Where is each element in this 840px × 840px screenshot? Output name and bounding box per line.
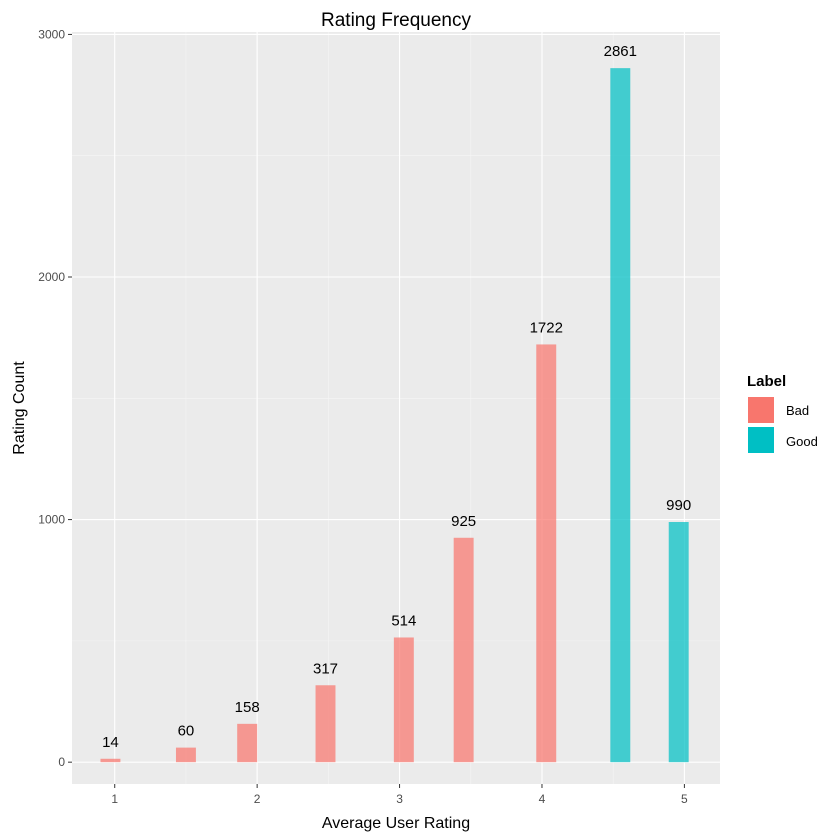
bars-layer <box>100 68 689 763</box>
bar-value-label: 925 <box>451 513 476 530</box>
bar-bad <box>237 723 258 763</box>
x-tick-label: 4 <box>539 792 546 806</box>
y-tick-label: 1000 <box>38 513 65 527</box>
x-axis-title: Average User Rating <box>322 815 470 832</box>
x-tick-label: 5 <box>681 792 688 806</box>
legend-label-bad: Bad <box>786 403 809 418</box>
bar-value-label: 2861 <box>604 43 637 60</box>
bar-bad <box>175 747 196 763</box>
chart-title: Rating Frequency <box>321 10 471 31</box>
bar-value-label: 317 <box>313 660 338 677</box>
y-tick-label: 0 <box>58 755 65 769</box>
legend-label-good: Good <box>786 434 818 449</box>
y-tick-label: 2000 <box>38 270 65 284</box>
bar-good <box>668 522 689 763</box>
y-axis-title: Rating Count <box>11 361 28 455</box>
legend-swatch-good <box>748 427 774 453</box>
legend-swatch-bad <box>748 397 774 423</box>
bar-value-label: 990 <box>666 497 691 514</box>
x-tick-label: 2 <box>254 792 261 806</box>
bar-bad <box>100 758 121 763</box>
bar-value-label: 60 <box>178 723 195 740</box>
bar-bad <box>453 537 474 763</box>
data-labels-layer: 14 60 158 317 514 925 1722 2861 990 <box>102 43 691 751</box>
bar-bad <box>393 637 414 763</box>
legend-title: Label <box>747 373 786 390</box>
axes-layer: 0 1000 2000 3000 1 2 3 4 5 <box>38 27 688 806</box>
bar-value-label: 14 <box>102 734 119 751</box>
bar-bad <box>315 685 336 763</box>
y-tick-label: 3000 <box>38 27 65 41</box>
legend: Label Bad Good <box>747 373 818 453</box>
bar-value-label: 1722 <box>530 319 563 336</box>
bar-good <box>610 68 631 763</box>
bar-value-label: 158 <box>235 699 260 716</box>
x-tick-label: 1 <box>111 792 118 806</box>
bar-value-label: 514 <box>391 612 416 629</box>
bar-bad <box>536 344 557 763</box>
x-tick-label: 3 <box>396 792 403 806</box>
